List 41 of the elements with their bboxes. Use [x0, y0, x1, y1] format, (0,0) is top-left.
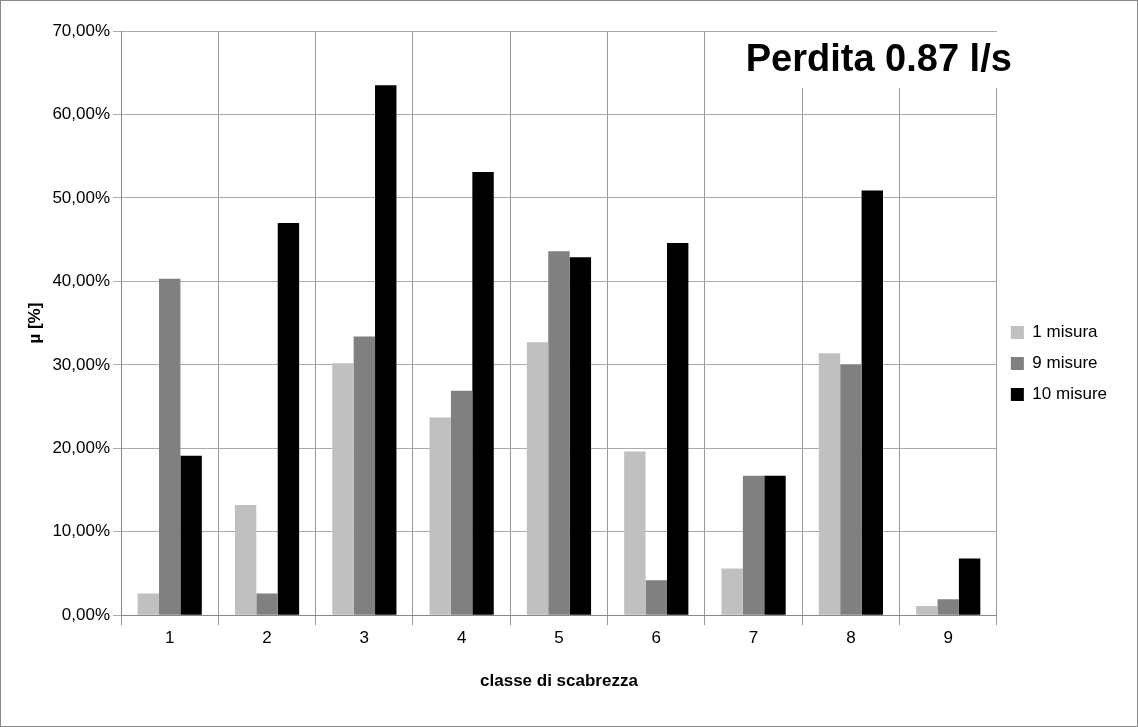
x-tick-label: 3 [359, 628, 370, 648]
bar [569, 257, 592, 615]
bar [332, 363, 354, 615]
bar [277, 222, 300, 615]
x-tick-label: 5 [554, 628, 564, 648]
bar [764, 475, 786, 615]
y-tick-label: 40,00% [52, 271, 111, 291]
bar [818, 353, 841, 615]
bar [624, 451, 646, 615]
y-tick-label: 30,00% [52, 354, 111, 374]
y-tick-label: 20,00% [52, 437, 111, 457]
bar [472, 172, 494, 615]
bar [375, 85, 397, 615]
y-tick-label: 0,00% [61, 604, 111, 624]
bar [666, 242, 689, 615]
legend-label: 1 misura [1032, 322, 1099, 342]
x-tick-label: 2 [262, 628, 272, 648]
bar [721, 568, 743, 615]
bar [429, 417, 451, 615]
x-tick-label: 1 [164, 628, 175, 648]
x-tick-label: 6 [651, 628, 661, 648]
y-tick-label: 70,00% [52, 20, 111, 40]
legend-label: 9 misure [1032, 353, 1098, 373]
bar [137, 593, 160, 615]
x-axis-title: classe di scabrezza [480, 671, 639, 691]
x-tick-label: 8 [846, 628, 856, 648]
x-tick-label: 9 [943, 628, 953, 648]
bar [861, 190, 884, 615]
bar [526, 342, 549, 615]
y-tick-label: 50,00% [52, 187, 111, 207]
x-tick-label: 4 [456, 628, 467, 648]
legend-label: 10 misure [1032, 384, 1107, 404]
chart-title: Perdita 0.87 l/s [745, 37, 1012, 80]
y-tick-label: 60,00% [52, 104, 111, 124]
y-tick-label: 10,00% [52, 521, 111, 541]
bar [958, 558, 981, 615]
x-tick-label: 7 [748, 628, 759, 648]
y-axis-title: µ [%] [24, 302, 44, 344]
bar [916, 606, 938, 615]
bar [234, 505, 257, 615]
bar [180, 455, 202, 615]
